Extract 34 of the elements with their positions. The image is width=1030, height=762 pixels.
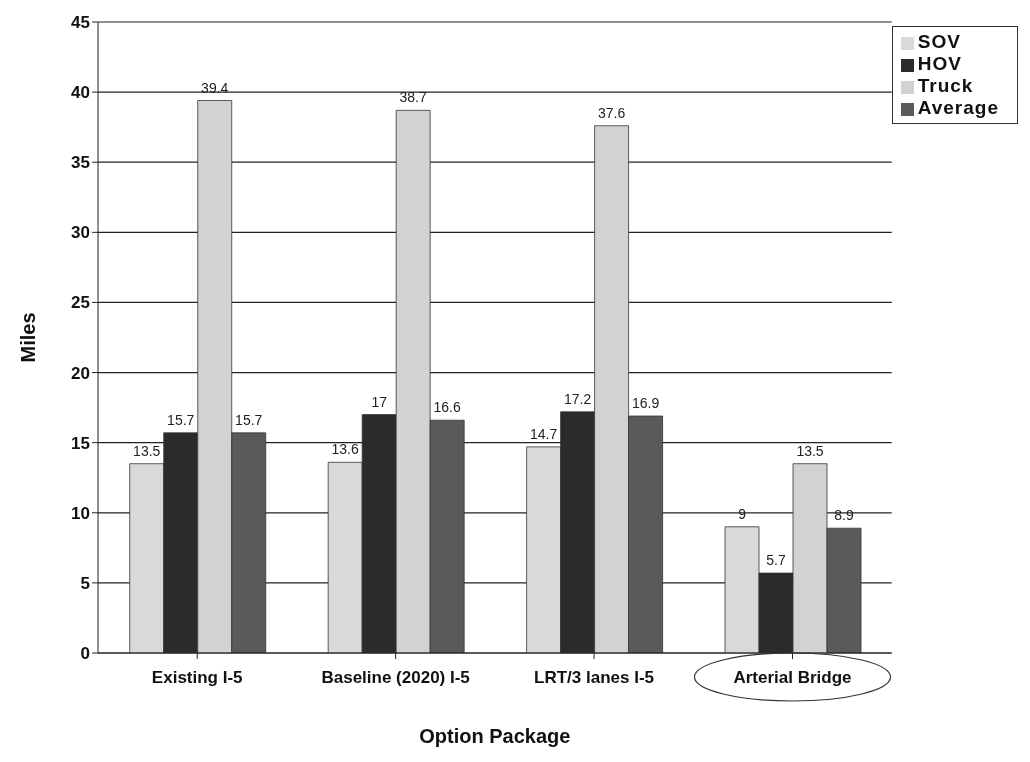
y-tick-label: 5 bbox=[80, 573, 90, 593]
data-label: 15.7 bbox=[167, 411, 195, 428]
y-tick-label: 0 bbox=[80, 644, 90, 664]
data-label: 15.7 bbox=[235, 411, 263, 428]
y-tick-label: 20 bbox=[71, 363, 90, 383]
legend-label: SOV bbox=[917, 31, 961, 52]
y-tick-label: 25 bbox=[71, 293, 90, 313]
y-tick-label: 15 bbox=[71, 433, 90, 453]
y-tick-label: 40 bbox=[71, 83, 90, 103]
x-tick-label: Arterial Bridge bbox=[733, 668, 852, 687]
legend-label: Truck bbox=[917, 75, 974, 96]
x-tick-label: Existing I-5 bbox=[151, 668, 243, 687]
y-tick-label: 30 bbox=[71, 223, 90, 243]
data-label: 16.9 bbox=[631, 395, 660, 412]
x-tick-label: LRT/3 lanes I-5 bbox=[534, 668, 655, 687]
data-label: 16.6 bbox=[433, 399, 462, 416]
legend-label: Average bbox=[917, 97, 999, 118]
data-label: 13.5 bbox=[796, 442, 824, 459]
data-label: 37.6 bbox=[597, 104, 626, 121]
y-tick-label: 45 bbox=[71, 13, 90, 33]
y-tick-label: 10 bbox=[71, 503, 90, 523]
data-label: 17.2 bbox=[563, 390, 592, 407]
data-label: 13.6 bbox=[331, 441, 360, 458]
x-tick-label: Baseline (2020) I-5 bbox=[321, 668, 470, 687]
data-label: 5.7 bbox=[766, 552, 786, 569]
data-label: 14.7 bbox=[529, 425, 558, 442]
data-label: 17 bbox=[371, 393, 388, 410]
legend-label: HOV bbox=[917, 53, 962, 74]
x-axis-title: Option Package bbox=[419, 725, 571, 747]
y-axis-title: Miles bbox=[17, 312, 40, 363]
data-label: 39.4 bbox=[201, 79, 229, 96]
data-label: 13.5 bbox=[133, 442, 161, 459]
y-tick-label: 35 bbox=[71, 153, 90, 173]
data-label: 38.7 bbox=[399, 89, 428, 106]
